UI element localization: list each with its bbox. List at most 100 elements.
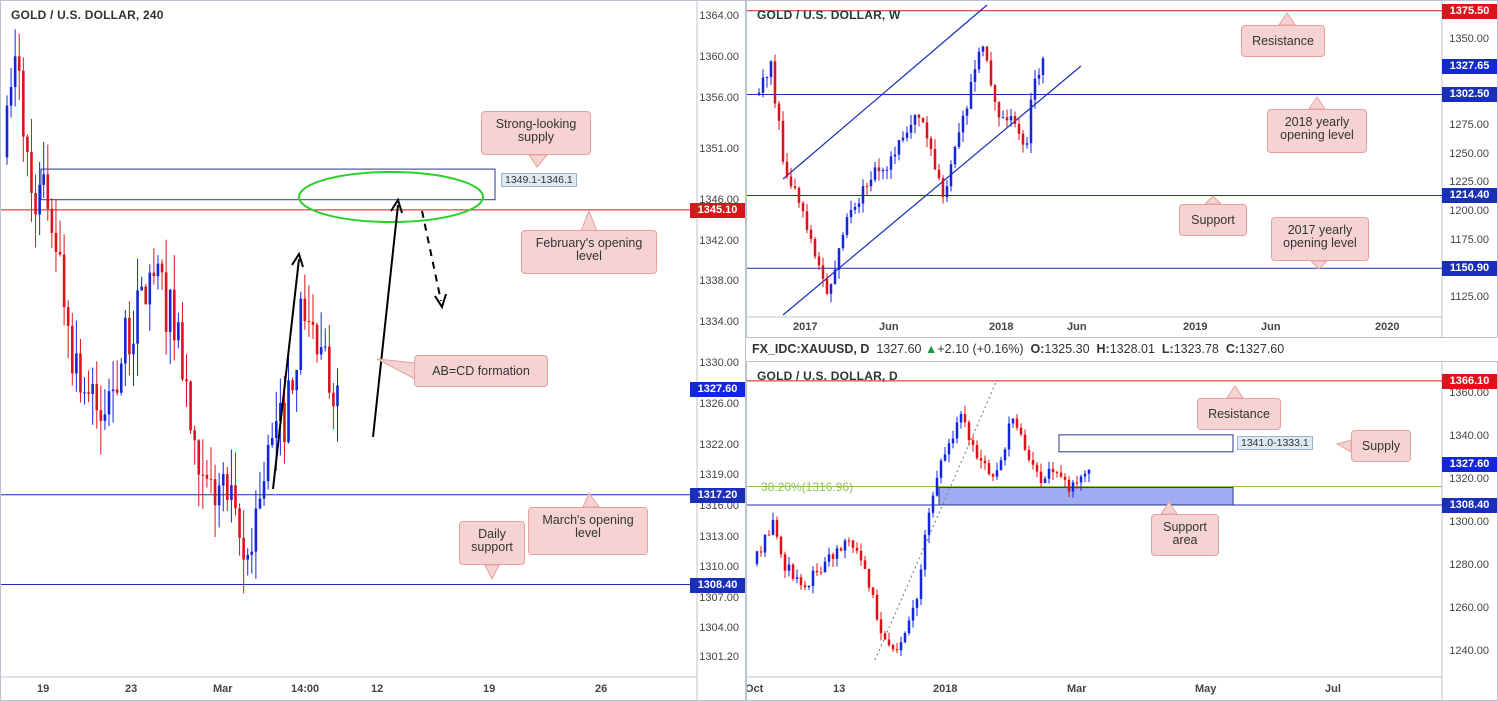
daily-candle xyxy=(811,570,815,587)
weekly-chart-panel[interactable]: GOLD / U.S. DOLLAR, W 1350.001325.001300… xyxy=(746,0,1498,338)
weekly-candle xyxy=(941,178,945,198)
h4-candle xyxy=(177,322,180,341)
daily-note-supply[interactable]: Supply xyxy=(1351,430,1411,462)
h4-pointer xyxy=(484,564,500,581)
weekly-candle xyxy=(761,77,765,93)
h4-candle xyxy=(258,498,262,509)
h4-candle xyxy=(230,485,233,500)
h4-candle xyxy=(234,485,237,509)
h4-candle xyxy=(111,389,115,392)
h4-candle xyxy=(136,290,139,344)
daily-candle xyxy=(867,568,871,588)
h4-note-daily-support[interactable]: Daily support xyxy=(459,521,525,565)
weekly-candle xyxy=(757,92,761,94)
price-tick-label: 1342.00 xyxy=(699,234,739,247)
daily-candle xyxy=(1063,476,1067,480)
h4-candle xyxy=(42,174,46,185)
weekly-candle xyxy=(773,61,777,104)
h4-candle xyxy=(205,474,209,479)
daily-candle xyxy=(1031,460,1035,465)
h4-note-february-open[interactable]: February's opening level xyxy=(521,230,657,274)
weekly-candle xyxy=(833,269,837,285)
weekly-candle xyxy=(1001,117,1005,119)
time-tick-label: 2017 xyxy=(793,321,818,333)
weekly-candle xyxy=(805,211,809,230)
price-level-tag: 1308.40 xyxy=(690,577,745,593)
weekly-note-resistance[interactable]: Resistance xyxy=(1241,25,1325,57)
h4-chart-canvas[interactable] xyxy=(1,1,746,701)
weekly-candle xyxy=(961,115,965,133)
daily-chart-canvas[interactable] xyxy=(747,362,1498,701)
h4-candle xyxy=(160,263,164,273)
weekly-candle xyxy=(933,149,937,170)
h4-candle xyxy=(128,317,131,355)
daily-note-resistance[interactable]: Resistance xyxy=(1197,398,1281,430)
daily-candle xyxy=(915,599,919,608)
h4-candle xyxy=(30,151,33,194)
h4-candle xyxy=(336,385,339,407)
weekly-pointer xyxy=(1203,195,1223,205)
h4-candle xyxy=(197,440,201,475)
h4-candle xyxy=(168,289,172,332)
weekly-channel-top xyxy=(782,4,988,180)
daily-candle xyxy=(839,548,843,551)
h4-candle xyxy=(250,551,254,555)
daily-candle xyxy=(847,540,851,542)
h4-candle xyxy=(332,392,335,407)
daily-candle xyxy=(1011,418,1015,424)
high-label: H: xyxy=(1096,342,1110,356)
daily-candle xyxy=(955,422,959,439)
symbol-label[interactable]: FX_IDC:XAUUSD, D xyxy=(752,342,870,356)
price-tick-label: 1200.00 xyxy=(1449,205,1489,217)
h4-candle xyxy=(242,537,245,560)
weekly-candle xyxy=(801,202,805,212)
weekly-candle xyxy=(893,154,897,157)
h4-candle xyxy=(83,392,86,394)
h4-note-strong-supply[interactable]: Strong-looking supply xyxy=(481,111,591,155)
daily-candle xyxy=(927,512,931,535)
h4-candle xyxy=(266,444,270,482)
price-level-tag: 1308.40 xyxy=(1442,497,1497,513)
weekly-candle xyxy=(977,51,981,70)
daily-candle xyxy=(827,554,831,562)
daily-candle xyxy=(1071,482,1075,492)
h4-candle xyxy=(328,346,331,393)
weekly-candle xyxy=(1025,143,1029,145)
weekly-note-2018-yearly[interactable]: 2018 yearly opening level xyxy=(1267,109,1367,153)
daily-candle xyxy=(903,633,907,643)
daily-candle xyxy=(1027,449,1031,461)
h4-candle xyxy=(209,478,213,480)
daily-candle xyxy=(939,460,943,478)
h4-candle xyxy=(54,232,58,252)
price-tick-label: 1307.00 xyxy=(699,591,739,604)
daily-candle xyxy=(1075,482,1079,484)
daily-candle xyxy=(1083,473,1087,477)
weekly-candle xyxy=(881,169,885,172)
weekly-chart-canvas[interactable] xyxy=(747,1,1498,338)
h4-note-march-open[interactable]: March's opening level xyxy=(528,507,648,555)
h4-note-abcd[interactable]: AB=CD formation xyxy=(414,355,548,387)
h4-candle xyxy=(238,508,241,538)
weekly-pointer xyxy=(1278,12,1296,26)
h4-candle xyxy=(217,485,221,506)
daily-candle xyxy=(863,560,867,569)
open-value: 1325.30 xyxy=(1044,342,1090,356)
price-tick-label: 1340.00 xyxy=(1449,430,1489,442)
daily-chart-panel[interactable]: GOLD / U.S. DOLLAR, D 1360.00 1340.00 1320… xyxy=(746,361,1498,701)
time-tick-label: 12 xyxy=(371,683,384,695)
price-tick-label: 1260.00 xyxy=(1449,602,1489,614)
daily-candle xyxy=(771,519,775,535)
price-tick-label: 1326.00 xyxy=(699,397,739,410)
weekly-candle xyxy=(937,169,941,179)
weekly-note-2017-yearly[interactable]: 2017 yearly opening level xyxy=(1271,217,1369,261)
daily-note-support-area[interactable]: Support area xyxy=(1151,514,1219,556)
weekly-candle xyxy=(945,186,949,198)
price-tick-label: 1360.00 xyxy=(1449,387,1489,399)
weekly-candle xyxy=(905,132,909,138)
time-tick-label: Oct xyxy=(746,683,764,695)
weekly-candle xyxy=(817,256,821,266)
weekly-note-support[interactable]: Support xyxy=(1179,204,1247,236)
weekly-candle xyxy=(989,60,993,86)
daily-candle xyxy=(979,458,983,461)
h4-chart-panel[interactable]: GOLD / U.S. DOLLAR, 240 1364.00 1360.00 13… xyxy=(0,0,746,701)
